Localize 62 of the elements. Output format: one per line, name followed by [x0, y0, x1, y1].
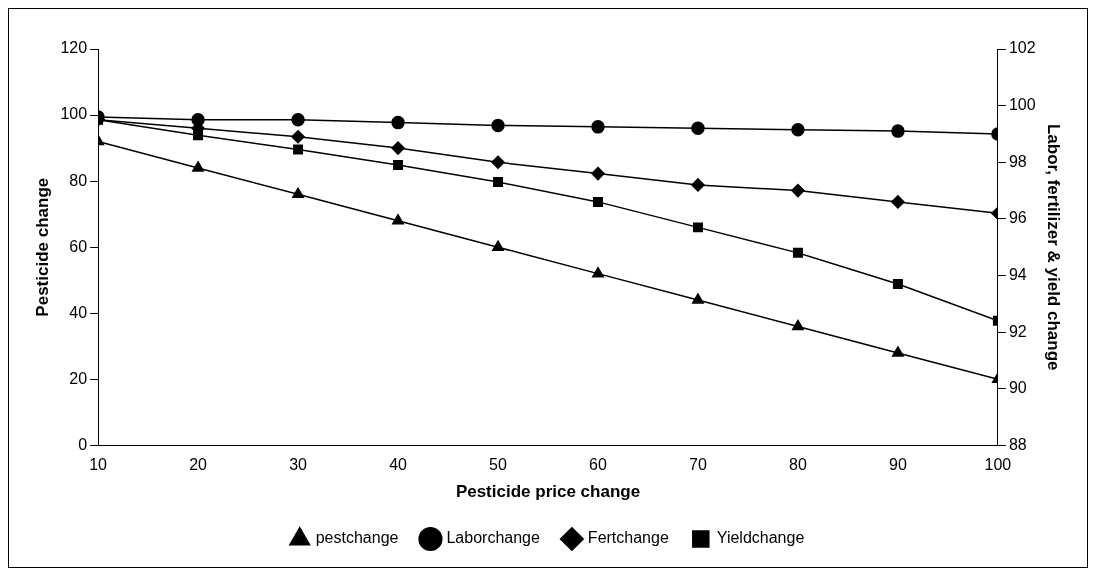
- point: [291, 130, 305, 144]
- legend-label: Laborchange: [446, 529, 540, 547]
- y-tick-label: 40: [69, 303, 88, 321]
- point: [891, 124, 905, 138]
- point: [491, 155, 505, 170]
- point: [391, 115, 405, 130]
- point: [491, 118, 505, 133]
- y2-tick-label: 88: [1008, 435, 1027, 453]
- y2-tick-label: 94: [1008, 265, 1027, 283]
- y2-tick-label: 102: [1008, 39, 1036, 57]
- point: [691, 121, 705, 136]
- x-axis-title: Pesticide price change: [455, 482, 641, 502]
- point: [493, 177, 503, 188]
- point: [192, 161, 205, 172]
- y-tick-label: 20: [69, 369, 88, 387]
- point: [691, 178, 705, 192]
- point: [591, 166, 605, 181]
- y-tick-label: 80: [69, 171, 88, 189]
- x-tick-label: 100: [984, 456, 1012, 474]
- point: [293, 144, 304, 155]
- point: [191, 113, 205, 127]
- x-tick-label: 50: [489, 456, 508, 474]
- point: [891, 346, 904, 357]
- point: [792, 247, 803, 258]
- y-tick-label: 0: [78, 435, 88, 453]
- x-tick-label: 60: [589, 456, 607, 474]
- legend-label: pestchange: [315, 529, 399, 547]
- point: [492, 240, 504, 251]
- y2-tick-label: 90: [1008, 379, 1027, 397]
- point: [393, 160, 404, 171]
- y2-tick-label: 100: [1008, 96, 1036, 114]
- y2-axis-title: Labor, fertilizer & yield change: [1044, 123, 1064, 371]
- legend-label: Yieldchange: [716, 529, 805, 547]
- x-tick-label: 30: [289, 456, 308, 474]
- y2-tick-label: 98: [1008, 152, 1027, 170]
- point: [791, 122, 805, 137]
- point: [591, 120, 605, 134]
- point: [692, 293, 704, 304]
- x-tick-label: 20: [189, 456, 208, 474]
- legend-label: Fertchange: [587, 529, 669, 547]
- point: [891, 195, 905, 209]
- y-tick-label: 60: [69, 237, 88, 255]
- point: [593, 196, 603, 207]
- point: [292, 187, 304, 199]
- x-tick-label: 40: [389, 456, 408, 474]
- y-tick-label: 120: [60, 39, 88, 57]
- point: [392, 214, 404, 225]
- y-axis-title: Pesticide change: [32, 177, 52, 317]
- y2-tick-label: 96: [1008, 209, 1027, 227]
- x-tick-label: 80: [789, 456, 807, 474]
- point: [391, 141, 405, 155]
- point: [792, 319, 804, 331]
- point: [692, 222, 703, 233]
- y2-tick-label: 92: [1008, 322, 1027, 340]
- point: [291, 113, 305, 127]
- x-tick-label: 90: [889, 456, 907, 474]
- point: [892, 279, 903, 289]
- point: [592, 266, 604, 278]
- point: [791, 183, 805, 198]
- x-tick-label: 10: [89, 456, 108, 474]
- y-tick-label: 100: [60, 105, 88, 123]
- x-tick-label: 70: [689, 456, 707, 474]
